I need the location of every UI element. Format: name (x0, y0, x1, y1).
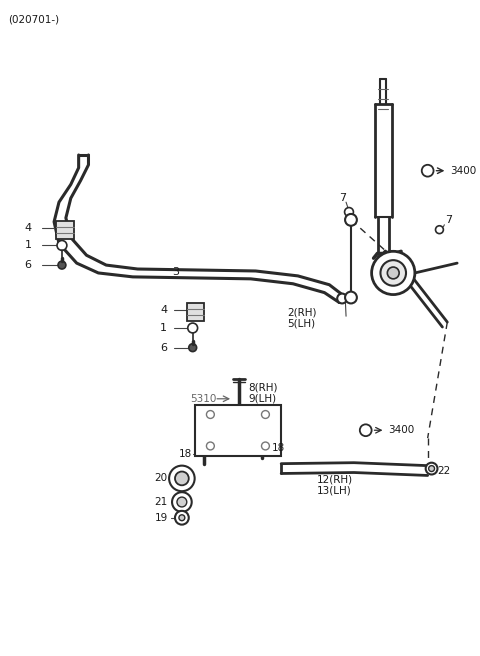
Text: 22: 22 (437, 466, 451, 476)
Circle shape (372, 251, 415, 295)
Text: 2(RH): 2(RH) (287, 307, 317, 318)
Circle shape (189, 344, 197, 352)
Text: (020701-): (020701-) (8, 14, 59, 24)
Circle shape (177, 497, 187, 507)
Circle shape (360, 424, 372, 436)
Text: 19: 19 (155, 513, 168, 523)
Text: 18: 18 (271, 443, 285, 453)
Circle shape (422, 165, 433, 176)
Text: 9(LH): 9(LH) (249, 394, 277, 404)
Text: 18: 18 (179, 449, 192, 459)
Text: 3400: 3400 (450, 166, 477, 176)
Circle shape (58, 261, 66, 269)
Circle shape (175, 511, 189, 525)
Circle shape (345, 292, 357, 304)
Circle shape (337, 294, 347, 304)
Text: 12(RH): 12(RH) (316, 474, 353, 484)
Text: 4: 4 (160, 305, 168, 316)
Text: 1: 1 (160, 323, 167, 333)
Circle shape (429, 466, 434, 472)
Circle shape (381, 260, 406, 286)
Circle shape (387, 267, 399, 279)
Text: 7: 7 (445, 215, 453, 225)
Text: 4: 4 (24, 223, 32, 233)
Text: 1: 1 (24, 240, 32, 251)
Circle shape (262, 442, 269, 450)
Circle shape (206, 442, 214, 450)
Circle shape (206, 411, 214, 419)
Circle shape (57, 241, 67, 251)
Text: 3: 3 (172, 267, 179, 277)
Bar (187, 304, 204, 321)
Text: 3400: 3400 (388, 425, 415, 435)
Text: 20: 20 (155, 474, 168, 483)
Circle shape (426, 462, 437, 474)
Text: 13(LH): 13(LH) (316, 485, 351, 495)
Circle shape (435, 226, 444, 234)
Text: 21: 21 (155, 497, 168, 507)
Circle shape (179, 515, 185, 521)
Text: 5310: 5310 (190, 394, 216, 404)
Circle shape (345, 214, 357, 226)
Text: 5(LH): 5(LH) (287, 318, 315, 328)
Bar (56, 221, 74, 239)
Polygon shape (195, 405, 281, 456)
Text: 7: 7 (339, 194, 346, 203)
Circle shape (262, 411, 269, 419)
Circle shape (345, 207, 353, 216)
Circle shape (175, 472, 189, 485)
Text: 6: 6 (24, 260, 32, 270)
Text: 6: 6 (160, 342, 167, 353)
Text: 8(RH): 8(RH) (249, 383, 278, 393)
Circle shape (188, 323, 198, 333)
Circle shape (169, 466, 195, 491)
Circle shape (172, 492, 192, 512)
